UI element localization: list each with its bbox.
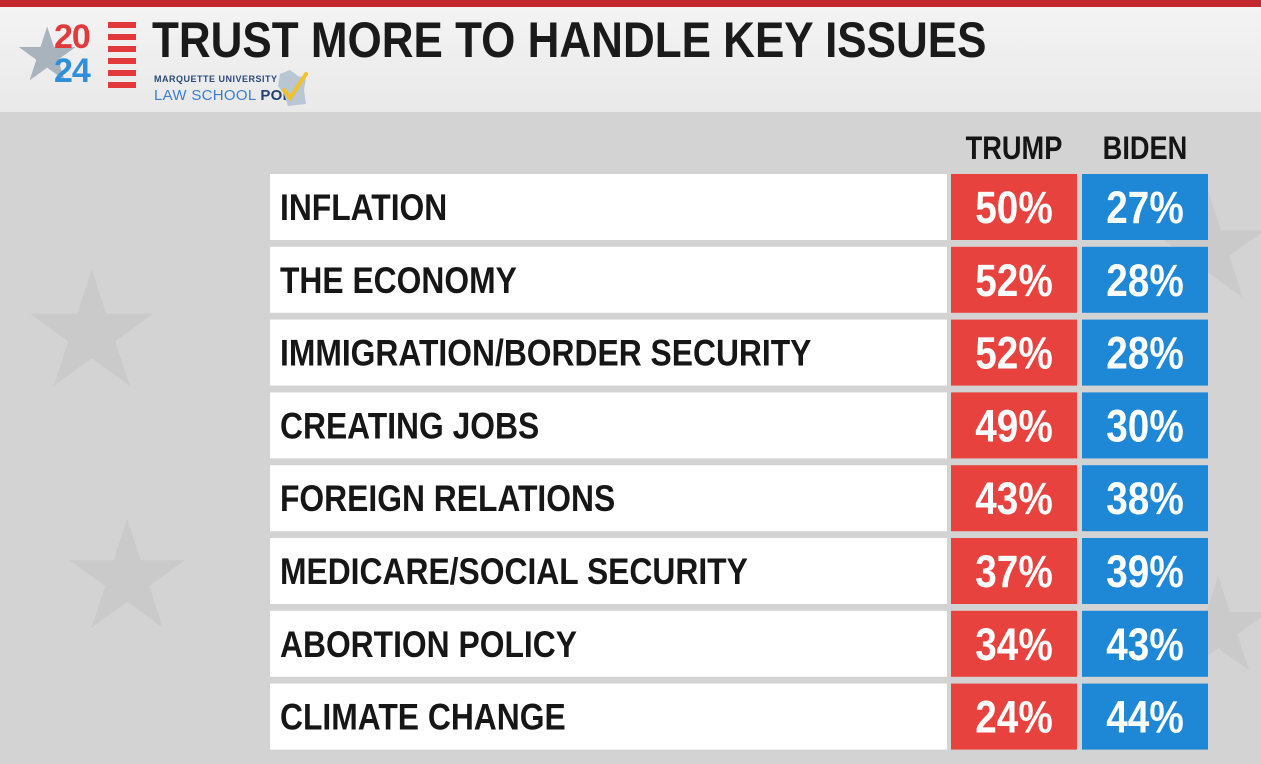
row-label: INFLATION: [280, 188, 447, 229]
chart-title: TRUST MORE TO HANDLE KEY ISSUES: [152, 12, 987, 68]
biden-value: 43%: [1106, 619, 1183, 669]
trump-cell: [951, 392, 1077, 459]
star-icon: ★: [14, 13, 81, 96]
biden-value: 30%: [1106, 401, 1183, 451]
row-label: THE ECONOMY: [280, 261, 517, 302]
row-label: FOREIGN RELATIONS: [280, 479, 615, 520]
trump-cell: [951, 610, 1077, 677]
biden-value: 44%: [1106, 692, 1183, 742]
trump-value: 50%: [975, 182, 1052, 232]
row-label: CREATING JOBS: [280, 406, 539, 447]
table-row-background: [270, 392, 947, 459]
trump-value: 52%: [975, 255, 1052, 305]
flag-stripes-icon: [108, 22, 136, 92]
biden-cell: [1082, 174, 1208, 240]
table-row-background: [270, 538, 947, 604]
biden-value: 38%: [1106, 473, 1183, 523]
biden-cell: [1082, 465, 1208, 532]
background-star: ★: [60, 491, 195, 659]
column-header-trump: TRUMP: [965, 130, 1063, 166]
trump-cell: [951, 683, 1077, 750]
logo-org-law-school: LAW SCHOOL: [154, 87, 256, 104]
top-stripe: [0, 0, 1261, 7]
biden-value: 39%: [1106, 546, 1183, 596]
logo-year-bottom: 24: [54, 52, 91, 90]
biden-cell: [1082, 683, 1208, 750]
trump-value: 37%: [975, 546, 1052, 596]
wisconsin-map-icon: [278, 70, 308, 106]
trump-value: 34%: [975, 619, 1052, 669]
biden-cell: [1082, 319, 1208, 386]
poll-logo: ★ 20 24 MARQUETTE UNIVERSITY LAW SCHOOL …: [14, 14, 314, 110]
biden-cell: [1082, 538, 1208, 604]
biden-cell: [1082, 246, 1208, 313]
trump-cell: [951, 465, 1077, 532]
row-label: IMMIGRATION/BORDER SECURITY: [280, 333, 811, 374]
row-label: MEDICARE/SOCIAL SECURITY: [280, 552, 748, 593]
biden-value: 27%: [1106, 182, 1183, 232]
row-label: ABORTION POLICY: [280, 625, 577, 666]
biden-cell: [1082, 610, 1208, 677]
row-label: CLIMATE CHANGE: [280, 697, 566, 738]
biden-cell: [1082, 392, 1208, 459]
table-row-background: [270, 319, 947, 386]
logo-org-line1: MARQUETTE UNIVERSITY: [154, 74, 278, 84]
header-bar: ★ 20 24 MARQUETTE UNIVERSITY LAW SCHOOL …: [0, 0, 1261, 112]
trump-cell: [951, 319, 1077, 386]
table-row-background: [270, 683, 947, 750]
table-row-background: [270, 465, 947, 532]
trump-cell: [951, 174, 1077, 240]
trump-cell: [951, 246, 1077, 313]
logo-year-top: 20: [54, 18, 91, 56]
table-row-background: [270, 610, 947, 677]
trump-value: 43%: [975, 473, 1052, 523]
background-star: ★: [20, 240, 164, 419]
table-row-background: [270, 174, 947, 240]
biden-value: 28%: [1106, 255, 1183, 305]
table-row-background: [270, 246, 947, 313]
biden-value: 28%: [1106, 328, 1183, 378]
column-header-biden: BIDEN: [1102, 130, 1188, 166]
trump-cell: [951, 538, 1077, 604]
trump-value: 24%: [975, 692, 1052, 742]
trump-value: 49%: [975, 401, 1052, 451]
trump-value: 52%: [975, 328, 1052, 378]
